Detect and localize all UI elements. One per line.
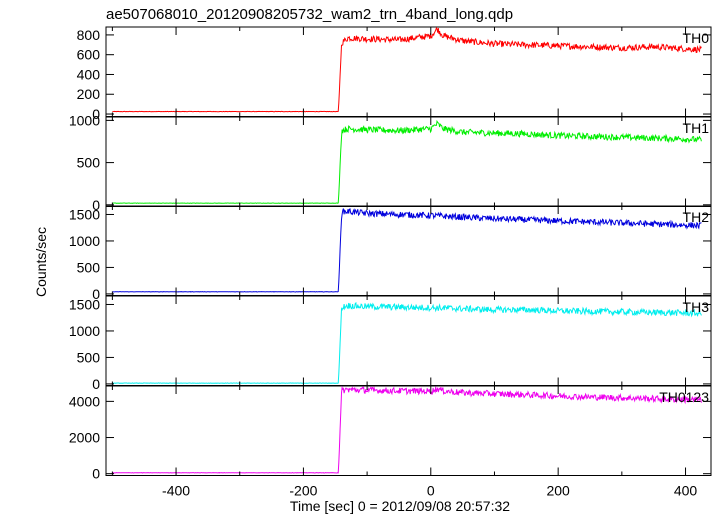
y-tick-label: 600 bbox=[77, 47, 101, 63]
y-tick-label: 1000 bbox=[69, 112, 100, 128]
y-tick-label: 0 bbox=[92, 197, 100, 213]
y-tick-label: 0 bbox=[92, 106, 100, 122]
panel-th0: 0 200 400 600 800 TH0 bbox=[77, 26, 712, 122]
series-line-th0 bbox=[112, 26, 702, 113]
series-line-th1 bbox=[112, 119, 702, 204]
panel-frame bbox=[105, 385, 712, 476]
panel-th0123: 0 2000 4000 TH0123 -400 -200 0 200 400 bbox=[69, 385, 712, 499]
x-tick-label: 200 bbox=[546, 483, 570, 499]
series-line-th0123 bbox=[112, 385, 702, 474]
panel-th3: 0 500 1000 1500 TH3 bbox=[69, 295, 712, 392]
series-line-th2 bbox=[112, 208, 702, 293]
y-tick-label: 4000 bbox=[69, 393, 100, 409]
series-label: TH1 bbox=[683, 120, 710, 136]
panels-group: 0 200 400 600 800 TH0 0 500 1000 TH1 0 500 1000 1500 T… bbox=[69, 26, 712, 499]
y-tick-label: 500 bbox=[77, 155, 101, 171]
y-axis-label: Counts/sec bbox=[33, 227, 49, 297]
chart-title: ae507068010_20120908205732_wam2_trn_4ban… bbox=[106, 6, 513, 23]
panel-frame bbox=[105, 205, 712, 296]
y-tick-label: 1000 bbox=[69, 323, 100, 339]
y-tick-label: 2000 bbox=[69, 430, 100, 446]
y-tick-label: 0 bbox=[92, 286, 100, 302]
x-axis-label: Time [sec] 0 = 2012/09/08 20:57:32 bbox=[290, 498, 510, 514]
series-label: TH3 bbox=[683, 299, 710, 315]
y-tick-label: 1500 bbox=[69, 206, 100, 222]
x-tick-label: -400 bbox=[162, 483, 190, 499]
y-tick-label: 500 bbox=[77, 349, 101, 365]
y-tick-label: 800 bbox=[77, 27, 101, 43]
series-line-th3 bbox=[112, 301, 702, 384]
y-tick-label: 0 bbox=[92, 376, 100, 392]
y-tick-label: 1000 bbox=[69, 233, 100, 249]
x-tick-label: 0 bbox=[427, 483, 435, 499]
series-label: TH2 bbox=[683, 209, 710, 225]
y-tick-label: 500 bbox=[77, 259, 101, 275]
panel-th2: 0 500 1000 1500 TH2 bbox=[69, 205, 712, 302]
y-tick-label: 1500 bbox=[69, 296, 100, 312]
panel-th1: 0 500 1000 TH1 bbox=[69, 112, 712, 213]
x-tick-label: 400 bbox=[674, 483, 698, 499]
y-tick-label: 0 bbox=[92, 466, 100, 482]
y-tick-label: 400 bbox=[77, 66, 101, 82]
y-tick-label: 200 bbox=[77, 86, 101, 102]
series-label: TH0 bbox=[683, 30, 710, 46]
x-tick-label: -200 bbox=[289, 483, 317, 499]
series-label: TH0123 bbox=[659, 389, 709, 405]
